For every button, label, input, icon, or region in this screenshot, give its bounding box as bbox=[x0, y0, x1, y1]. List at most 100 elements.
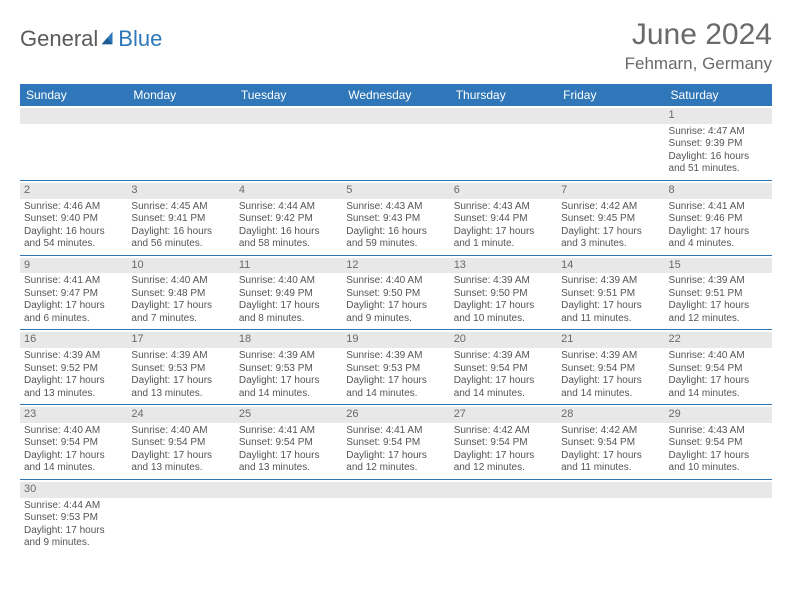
daylight-line: Daylight: 17 hours and 11 minutes. bbox=[561, 300, 660, 325]
daylight-line: Daylight: 17 hours and 1 minute. bbox=[454, 226, 553, 251]
sunset-line: Sunset: 9:54 PM bbox=[24, 437, 123, 450]
day-number: 10 bbox=[127, 258, 234, 274]
calendar-cell bbox=[557, 106, 664, 180]
sunrise-line: Sunrise: 4:39 AM bbox=[24, 350, 123, 363]
sunrise-line: Sunrise: 4:39 AM bbox=[454, 275, 553, 288]
day-number: 14 bbox=[557, 258, 664, 274]
sunrise-line: Sunrise: 4:40 AM bbox=[239, 275, 338, 288]
calendar-cell: 11Sunrise: 4:40 AMSunset: 9:49 PMDayligh… bbox=[235, 255, 342, 330]
calendar-cell: 20Sunrise: 4:39 AMSunset: 9:54 PMDayligh… bbox=[450, 330, 557, 405]
sunset-line: Sunset: 9:40 PM bbox=[24, 213, 123, 226]
daylight-line: Daylight: 17 hours and 12 minutes. bbox=[454, 450, 553, 475]
calendar-row: 23Sunrise: 4:40 AMSunset: 9:54 PMDayligh… bbox=[20, 405, 772, 480]
sunset-line: Sunset: 9:54 PM bbox=[131, 437, 230, 450]
daylight-line: Daylight: 17 hours and 10 minutes. bbox=[454, 300, 553, 325]
calendar-cell bbox=[665, 479, 772, 553]
daylight-line: Daylight: 17 hours and 13 minutes. bbox=[239, 450, 338, 475]
sunset-line: Sunset: 9:54 PM bbox=[561, 437, 660, 450]
daylight-line: Daylight: 17 hours and 12 minutes. bbox=[346, 450, 445, 475]
sunset-line: Sunset: 9:54 PM bbox=[454, 363, 553, 376]
sunset-line: Sunset: 9:42 PM bbox=[239, 213, 338, 226]
sunrise-line: Sunrise: 4:41 AM bbox=[239, 425, 338, 438]
weekday-header: Wednesday bbox=[342, 84, 449, 106]
calendar-cell: 5Sunrise: 4:43 AMSunset: 9:43 PMDaylight… bbox=[342, 180, 449, 255]
calendar-cell: 22Sunrise: 4:40 AMSunset: 9:54 PMDayligh… bbox=[665, 330, 772, 405]
daylight-line: Daylight: 17 hours and 14 minutes. bbox=[239, 375, 338, 400]
sail-icon bbox=[99, 27, 117, 45]
calendar-cell: 12Sunrise: 4:40 AMSunset: 9:50 PMDayligh… bbox=[342, 255, 449, 330]
calendar-cell bbox=[450, 479, 557, 553]
sunset-line: Sunset: 9:54 PM bbox=[454, 437, 553, 450]
day-number: 7 bbox=[557, 183, 664, 199]
daylight-line: Daylight: 17 hours and 13 minutes. bbox=[131, 375, 230, 400]
sunset-line: Sunset: 9:50 PM bbox=[454, 288, 553, 301]
calendar-row: 1Sunrise: 4:47 AMSunset: 9:39 PMDaylight… bbox=[20, 106, 772, 180]
sunrise-line: Sunrise: 4:39 AM bbox=[346, 350, 445, 363]
sunset-line: Sunset: 9:52 PM bbox=[24, 363, 123, 376]
calendar-cell bbox=[342, 479, 449, 553]
sunset-line: Sunset: 9:54 PM bbox=[669, 437, 768, 450]
calendar-cell: 4Sunrise: 4:44 AMSunset: 9:42 PMDaylight… bbox=[235, 180, 342, 255]
day-number: 5 bbox=[342, 183, 449, 199]
calendar-cell bbox=[450, 106, 557, 180]
sunrise-line: Sunrise: 4:41 AM bbox=[346, 425, 445, 438]
sunset-line: Sunset: 9:51 PM bbox=[561, 288, 660, 301]
calendar-cell: 10Sunrise: 4:40 AMSunset: 9:48 PMDayligh… bbox=[127, 255, 234, 330]
day-number: 12 bbox=[342, 258, 449, 274]
calendar-cell: 19Sunrise: 4:39 AMSunset: 9:53 PMDayligh… bbox=[342, 330, 449, 405]
day-number: 20 bbox=[450, 332, 557, 348]
daylight-line: Daylight: 17 hours and 14 minutes. bbox=[24, 450, 123, 475]
daylight-line: Daylight: 17 hours and 8 minutes. bbox=[239, 300, 338, 325]
calendar-cell: 1Sunrise: 4:47 AMSunset: 9:39 PMDaylight… bbox=[665, 106, 772, 180]
day-number: 3 bbox=[127, 183, 234, 199]
sunrise-line: Sunrise: 4:40 AM bbox=[24, 425, 123, 438]
day-number: 1 bbox=[665, 108, 772, 124]
calendar-cell: 2 Sunrise: 4:46 AMSunset: 9:40 PMDaylight… bbox=[20, 180, 127, 255]
sunrise-line: Sunrise: 4:43 AM bbox=[669, 425, 768, 438]
day-number: 24 bbox=[127, 407, 234, 423]
day-number: 6 bbox=[450, 183, 557, 199]
day-number: 25 bbox=[235, 407, 342, 423]
brand-logo: General Blue bbox=[20, 18, 162, 52]
weekday-header: Sunday bbox=[20, 84, 127, 106]
sunrise-line: Sunrise: 4:40 AM bbox=[131, 275, 230, 288]
sunset-line: Sunset: 9:41 PM bbox=[131, 213, 230, 226]
calendar-cell bbox=[342, 106, 449, 180]
sunrise-line: Sunrise: 4:40 AM bbox=[346, 275, 445, 288]
calendar-cell: 3Sunrise: 4:45 AMSunset: 9:41 PMDaylight… bbox=[127, 180, 234, 255]
calendar-row: 16Sunrise: 4:39 AMSunset: 9:52 PMDayligh… bbox=[20, 330, 772, 405]
sunset-line: Sunset: 9:39 PM bbox=[669, 138, 768, 151]
sunset-line: Sunset: 9:48 PM bbox=[131, 288, 230, 301]
calendar-cell: 17Sunrise: 4:39 AMSunset: 9:53 PMDayligh… bbox=[127, 330, 234, 405]
sunset-line: Sunset: 9:53 PM bbox=[131, 363, 230, 376]
calendar-row: 9Sunrise: 4:41 AMSunset: 9:47 PMDaylight… bbox=[20, 255, 772, 330]
day-number: 26 bbox=[342, 407, 449, 423]
day-number: 9 bbox=[20, 258, 127, 274]
day-number: 4 bbox=[235, 183, 342, 199]
day-number: 11 bbox=[235, 258, 342, 274]
weekday-header: Monday bbox=[127, 84, 234, 106]
calendar-cell: 25Sunrise: 4:41 AMSunset: 9:54 PMDayligh… bbox=[235, 405, 342, 480]
daylight-line: Daylight: 17 hours and 3 minutes. bbox=[561, 226, 660, 251]
sunset-line: Sunset: 9:53 PM bbox=[239, 363, 338, 376]
sunrise-line: Sunrise: 4:40 AM bbox=[669, 350, 768, 363]
sunrise-line: Sunrise: 4:40 AM bbox=[131, 425, 230, 438]
title-block: June 2024 Fehmarn, Germany bbox=[625, 18, 772, 74]
sunrise-line: Sunrise: 4:46 AM bbox=[24, 201, 123, 214]
sunset-line: Sunset: 9:43 PM bbox=[346, 213, 445, 226]
calendar-cell: 13Sunrise: 4:39 AMSunset: 9:50 PMDayligh… bbox=[450, 255, 557, 330]
calendar-cell: 21Sunrise: 4:39 AMSunset: 9:54 PMDayligh… bbox=[557, 330, 664, 405]
calendar-cell bbox=[235, 106, 342, 180]
day-number: 8 bbox=[665, 183, 772, 199]
day-number: 2 bbox=[20, 183, 127, 199]
weekday-header: Friday bbox=[557, 84, 664, 106]
day-number: 19 bbox=[342, 332, 449, 348]
weekday-header: Thursday bbox=[450, 84, 557, 106]
brand-general: General bbox=[20, 26, 98, 52]
sunset-line: Sunset: 9:46 PM bbox=[669, 213, 768, 226]
daylight-line: Daylight: 17 hours and 12 minutes. bbox=[669, 300, 768, 325]
sunset-line: Sunset: 9:53 PM bbox=[24, 512, 123, 525]
daylight-line: Daylight: 16 hours and 54 minutes. bbox=[24, 226, 123, 251]
sunrise-line: Sunrise: 4:39 AM bbox=[239, 350, 338, 363]
sunrise-line: Sunrise: 4:45 AM bbox=[131, 201, 230, 214]
